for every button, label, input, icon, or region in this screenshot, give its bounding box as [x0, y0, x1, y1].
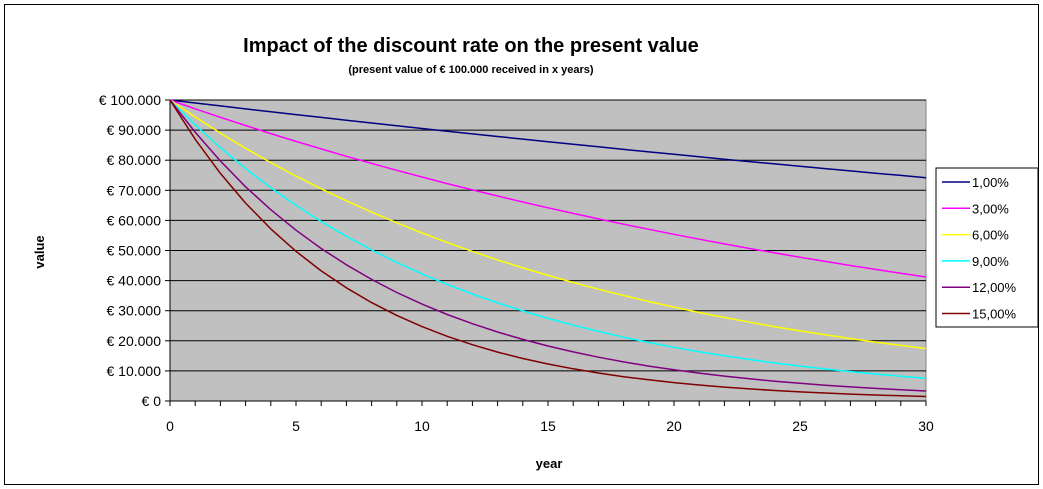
y-tick-label: € 10.000: [107, 363, 162, 379]
series-line-1: [169, 99, 927, 179]
series-line-3: [169, 99, 927, 350]
legend-label: 12,00%: [972, 280, 1017, 295]
x-tick-label: 10: [414, 418, 430, 434]
chart-subtitle: (present value of € 100.000 received in …: [348, 64, 594, 76]
series-line-5: [169, 99, 927, 392]
chart-title: Impact of the discount rate on the prese…: [243, 35, 699, 57]
x-axis-label: year: [536, 456, 563, 471]
x-tick-label: 30: [918, 418, 934, 434]
y-axis-label: value: [32, 235, 47, 268]
y-tick-label: € 70.000: [107, 182, 162, 198]
legend-label: 3,00%: [972, 201, 1009, 216]
y-tick-label: € 50.000: [107, 243, 162, 259]
x-axis-ticks: 0 5 10 15 20 25 30: [166, 401, 934, 434]
plot-area: [169, 99, 927, 402]
legend-label: 15,00%: [972, 307, 1017, 322]
present-value-chart: Impact of the discount rate on the prese…: [4, 4, 1039, 485]
series-line-6: [169, 99, 927, 398]
y-axis-ticks: € 0 € 10.000 € 20.000 € 30.000 € 40.000 € 50.…: [99, 92, 170, 409]
x-tick-label: 25: [792, 418, 808, 434]
legend-label: 9,00%: [972, 254, 1009, 269]
x-tick-label: 15: [540, 418, 556, 434]
y-tick-label: € 90.000: [107, 122, 162, 138]
y-tick-label: € 100.000: [99, 92, 161, 108]
series-lines: [169, 99, 927, 398]
legend-label: 1,00%: [972, 175, 1009, 190]
series-line-2: [169, 99, 927, 278]
y-tick-label: € 80.000: [107, 152, 162, 168]
x-tick-label: 20: [666, 418, 682, 434]
x-tick-label: 5: [292, 418, 300, 434]
x-tick-label: 0: [166, 418, 174, 434]
y-tick-label: € 30.000: [107, 303, 162, 319]
y-tick-label: € 20.000: [107, 333, 162, 349]
legend: 1,00% 3,00% 6,00% 9,00% 12,00% 15,00%: [935, 167, 1039, 328]
series-line-4: [169, 99, 927, 380]
chart-container: Impact of the discount rate on the prese…: [4, 4, 1039, 485]
y-tick-label: € 40.000: [107, 273, 162, 289]
y-tick-label: € 60.000: [107, 212, 162, 228]
y-tick-label: € 0: [142, 393, 162, 409]
legend-label: 6,00%: [972, 228, 1009, 243]
legend-box: [935, 167, 1039, 328]
